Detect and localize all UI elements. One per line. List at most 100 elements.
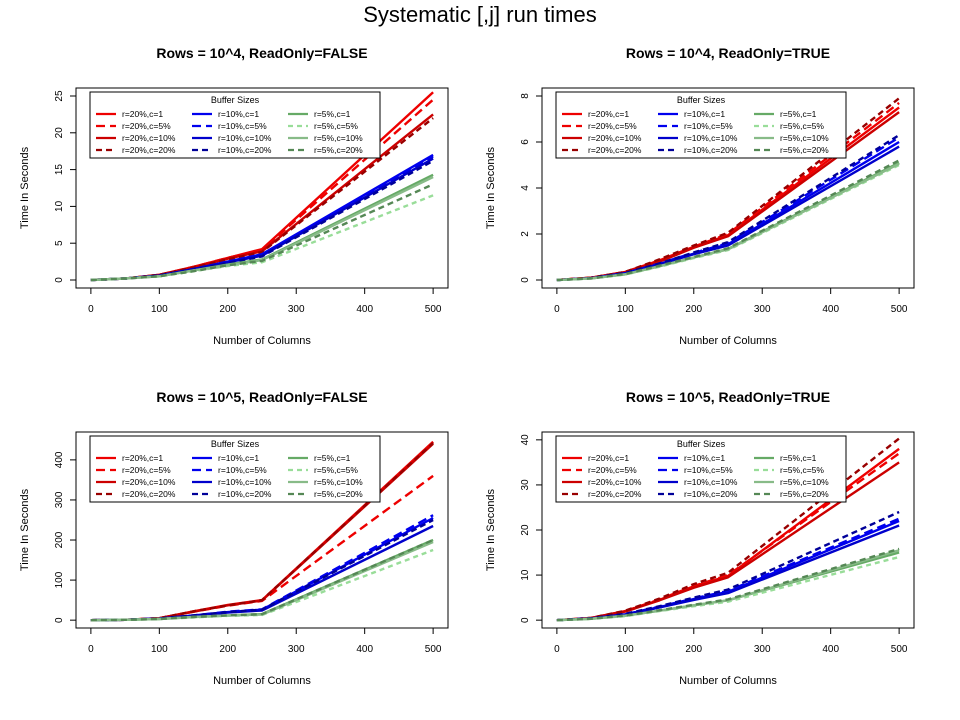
legend-entry: r=20%,c=10% xyxy=(122,477,176,487)
legend-entry: r=20%,c=5% xyxy=(588,465,637,475)
y-tick-label: 0 xyxy=(54,617,65,623)
legend-entry: r=10%,c=5% xyxy=(684,465,733,475)
legend-entry: r=5%,c=20% xyxy=(314,145,363,155)
page-title: Systematic [,j] run times xyxy=(363,2,597,27)
x-axis-label: Number of Columns xyxy=(213,675,311,687)
y-tick-label: 0 xyxy=(520,617,531,623)
legend-entry: r=5%,c=5% xyxy=(314,465,358,475)
plot-frame xyxy=(75,87,449,289)
y-tick-label: 300 xyxy=(54,491,65,508)
legend-entry: r=20%,c=5% xyxy=(588,121,637,131)
y-tick-label: 25 xyxy=(54,90,65,102)
legend-entry: r=5%,c=20% xyxy=(780,145,829,155)
legend-title: Buffer Sizes xyxy=(211,95,260,105)
legend-title: Buffer Sizes xyxy=(677,439,726,449)
x-tick-label: 400 xyxy=(822,644,839,655)
legend-entry: r=5%,c=1 xyxy=(314,453,351,463)
series-line xyxy=(90,175,434,282)
x-tick-label: 0 xyxy=(554,644,560,655)
chart-title: Rows = 10^5, ReadOnly=TRUE xyxy=(626,389,830,405)
y-tick-label: 10 xyxy=(54,200,65,212)
y-tick-label: 100 xyxy=(54,571,65,588)
x-tick-label: 200 xyxy=(685,304,702,315)
legend-entry: r=10%,c=20% xyxy=(218,489,272,499)
legend-entry: r=20%,c=10% xyxy=(122,133,176,143)
x-tick-label: 100 xyxy=(617,644,634,655)
x-tick-label: 500 xyxy=(425,304,442,315)
x-tick-label: 0 xyxy=(88,644,94,655)
legend-entry: r=20%,c=1 xyxy=(588,453,629,463)
x-tick-label: 400 xyxy=(356,304,373,315)
series-line xyxy=(556,159,900,282)
legend-entry: r=5%,c=10% xyxy=(780,477,829,487)
series-line xyxy=(556,551,900,622)
y-tick-label: 400 xyxy=(54,451,65,468)
legend-entry: r=10%,c=1 xyxy=(218,453,259,463)
chart-title: Rows = 10^4, ReadOnly=FALSE xyxy=(156,45,367,61)
legend-entry: r=5%,c=20% xyxy=(314,489,363,499)
legend-entry: r=20%,c=1 xyxy=(122,109,163,119)
legend-entry: r=5%,c=10% xyxy=(314,477,363,487)
legend-entry: r=20%,c=20% xyxy=(122,489,176,499)
legend-entry: r=5%,c=5% xyxy=(780,465,824,475)
y-tick-label: 0 xyxy=(520,277,531,283)
y-tick-label: 200 xyxy=(54,531,65,548)
legend-entry: r=20%,c=5% xyxy=(122,121,171,131)
x-tick-label: 0 xyxy=(554,304,560,315)
legend-entry: r=20%,c=20% xyxy=(588,489,642,499)
legend-entry: r=5%,c=10% xyxy=(314,133,363,143)
y-tick-label: 2 xyxy=(520,231,531,237)
x-tick-label: 200 xyxy=(219,304,236,315)
series-line xyxy=(90,524,434,622)
legend-entry: r=5%,c=1 xyxy=(780,109,817,119)
y-tick-label: 5 xyxy=(54,240,65,246)
y-tick-label: 30 xyxy=(520,479,531,491)
x-tick-label: 500 xyxy=(425,644,442,655)
legend-title: Buffer Sizes xyxy=(211,439,260,449)
legend-entry: r=10%,c=10% xyxy=(684,133,738,143)
legend-entry: r=10%,c=20% xyxy=(218,145,272,155)
x-axis-label: Number of Columns xyxy=(213,335,311,347)
x-tick-label: 200 xyxy=(219,644,236,655)
y-axis-label: Time In Seconds xyxy=(19,488,31,571)
legend-entry: r=20%,c=10% xyxy=(588,477,642,487)
legend-entry: r=5%,c=1 xyxy=(314,109,351,119)
legend-box xyxy=(89,435,381,503)
x-tick-label: 100 xyxy=(617,304,634,315)
y-axis-label: Time In Seconds xyxy=(485,488,497,571)
legend-entry: r=10%,c=10% xyxy=(218,133,272,143)
legend-entry: r=10%,c=10% xyxy=(218,477,272,487)
series-line xyxy=(556,517,900,622)
chart-panel-2: Rows = 10^4, ReadOnly=TRUE 0 100 200 300 400 5… xyxy=(485,45,915,347)
y-tick-label: 10 xyxy=(520,569,531,581)
series-line xyxy=(556,162,900,282)
x-tick-label: 300 xyxy=(754,644,771,655)
plot-frame xyxy=(75,431,449,629)
x-tick-label: 200 xyxy=(685,644,702,655)
series-line xyxy=(556,549,900,622)
legend-entry: r=10%,c=1 xyxy=(684,453,725,463)
legend-entry: r=20%,c=20% xyxy=(588,145,642,155)
series-line xyxy=(556,163,900,282)
y-axis-label: Time In Seconds xyxy=(19,146,31,229)
legend-entry: r=20%,c=1 xyxy=(122,453,163,463)
series-line xyxy=(90,183,434,282)
y-tick-label: 6 xyxy=(520,139,531,145)
legend-entry: r=10%,c=5% xyxy=(684,121,733,131)
legend-entry: r=5%,c=20% xyxy=(780,489,829,499)
y-tick-label: 40 xyxy=(520,434,531,446)
chart-title: Rows = 10^4, ReadOnly=TRUE xyxy=(626,45,830,61)
legend-entry: r=10%,c=20% xyxy=(684,145,738,155)
legend-title: Buffer Sizes xyxy=(677,95,726,105)
series-line xyxy=(556,140,900,282)
series-line xyxy=(556,145,900,282)
y-tick-label: 20 xyxy=(520,524,531,536)
series-line xyxy=(556,136,900,282)
legend-entry: r=10%,c=10% xyxy=(684,477,738,487)
legend-entry: r=20%,c=1 xyxy=(588,109,629,119)
legend-entry: r=5%,c=5% xyxy=(780,121,824,131)
series-line xyxy=(556,547,900,622)
x-tick-label: 300 xyxy=(288,304,305,315)
